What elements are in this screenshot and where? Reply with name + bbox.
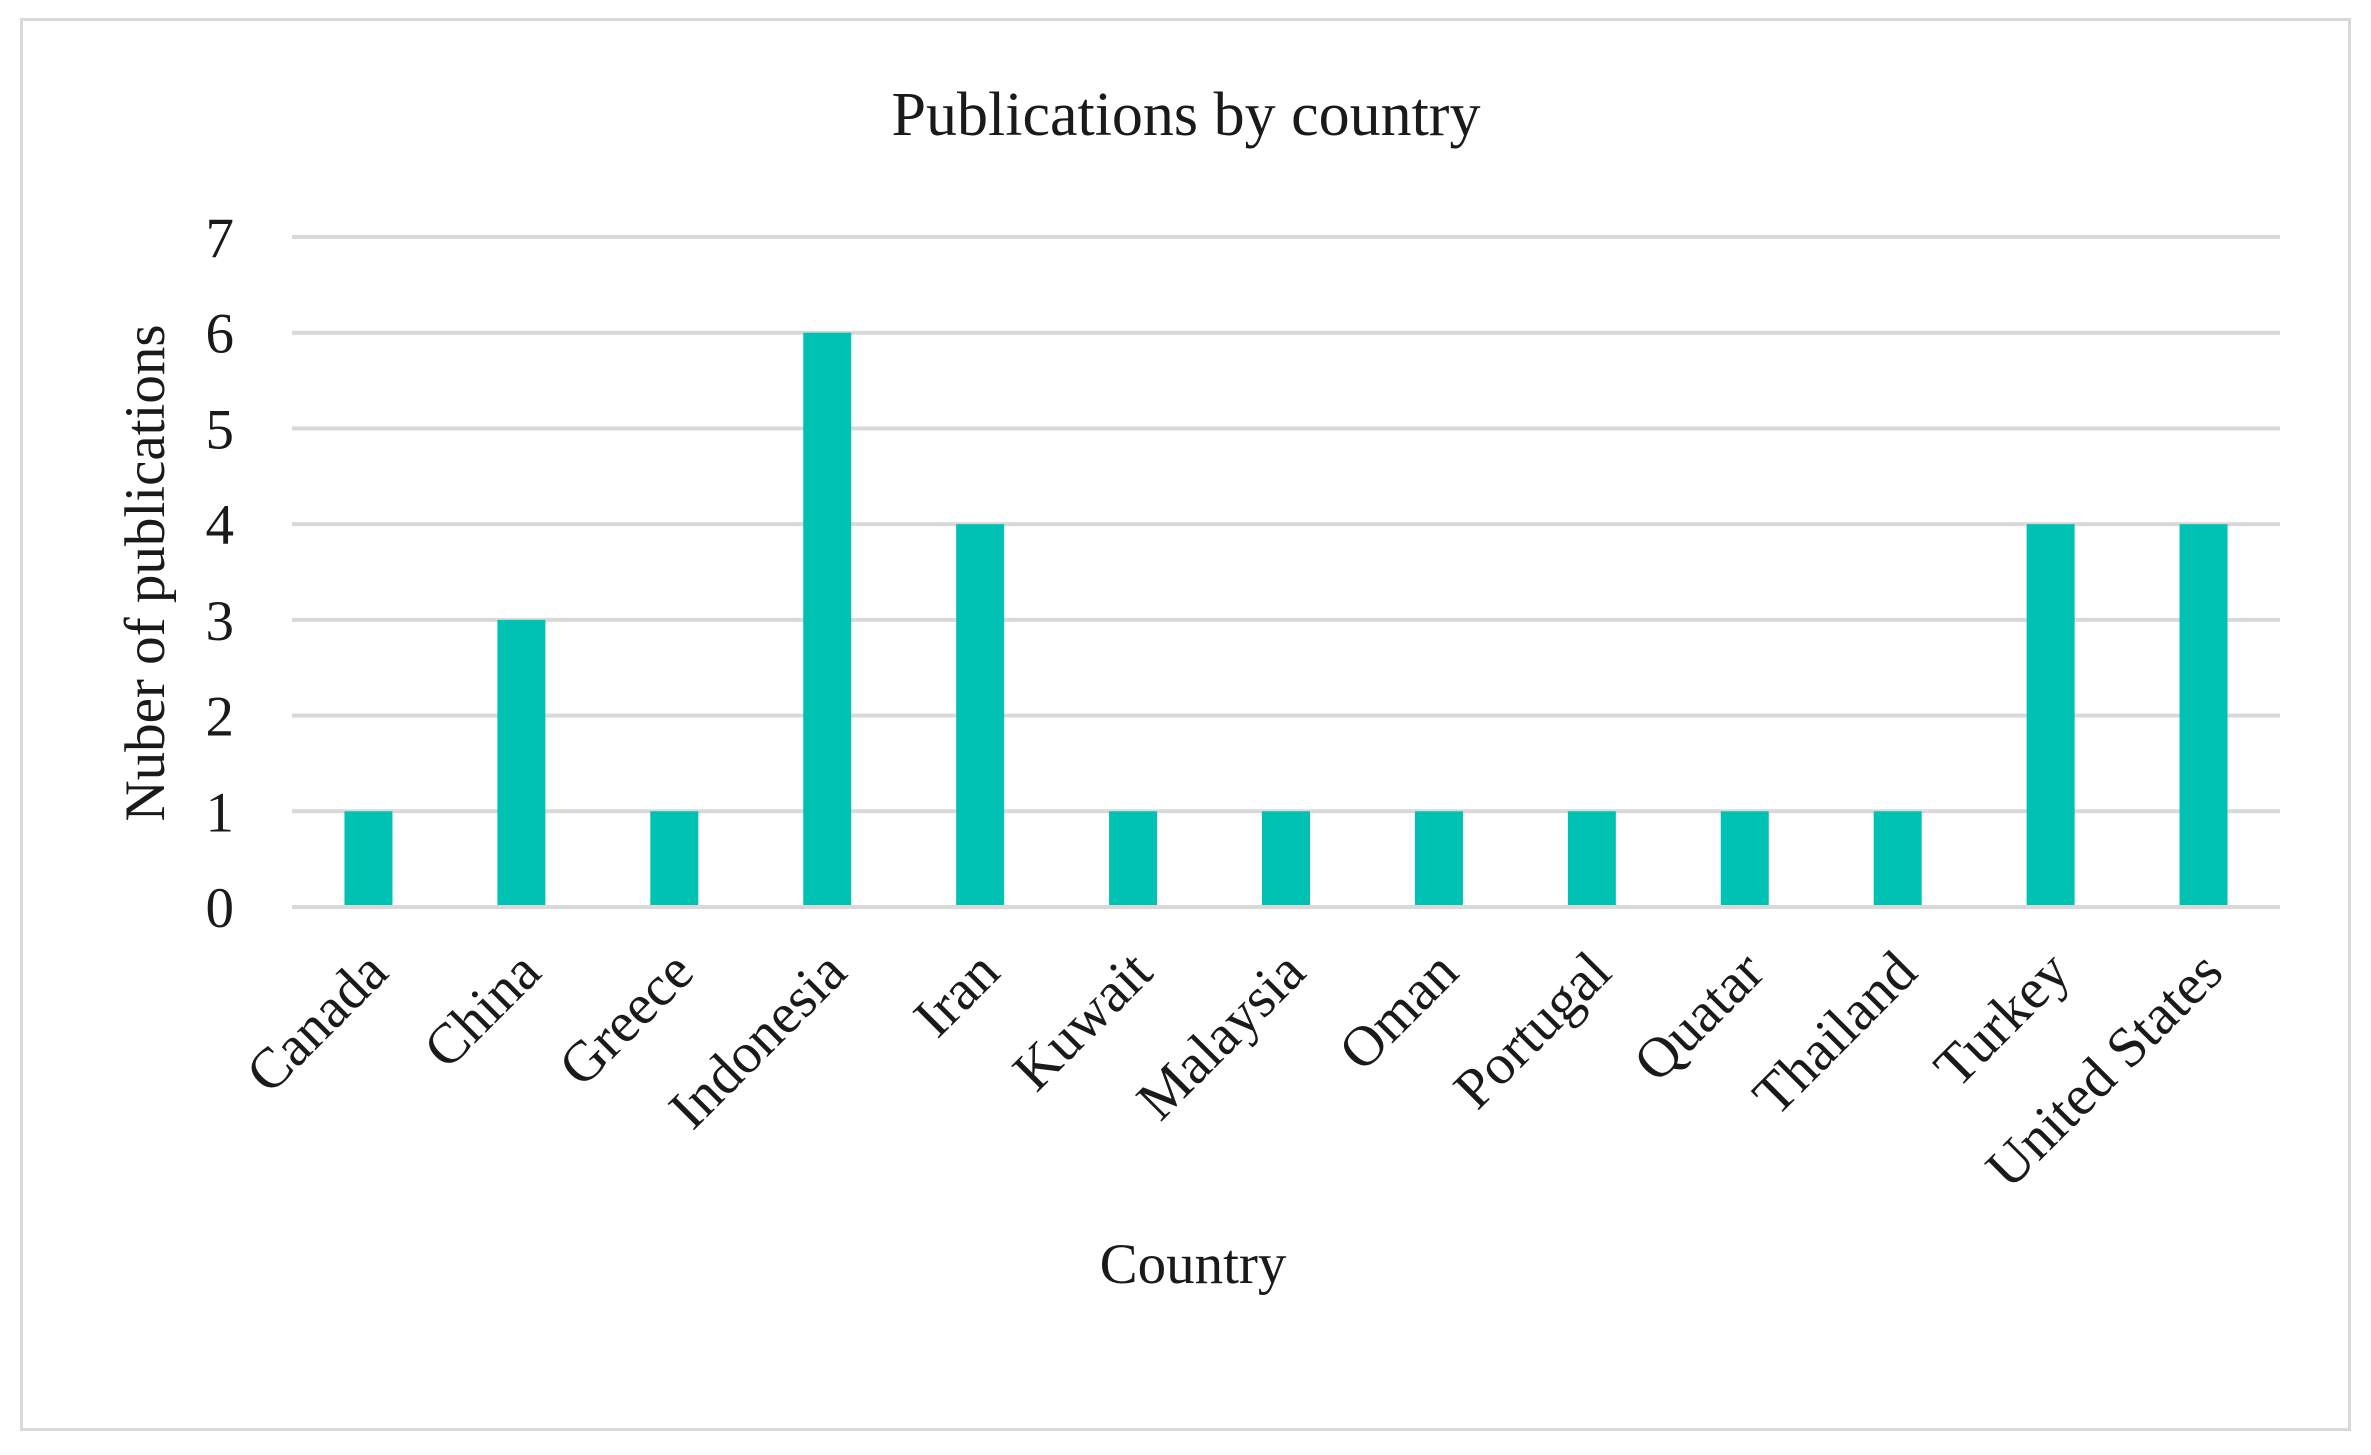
x-tick-label: Malaysia <box>1125 940 1317 1132</box>
bar-united-states <box>2179 524 2228 907</box>
bar-portugal <box>1567 811 1616 907</box>
y-tick-label: 6 <box>206 303 235 366</box>
bar-iran <box>956 524 1005 907</box>
bar-china <box>497 619 546 907</box>
y-tick-labels: 0 1 2 3 4 5 6 7 <box>206 207 235 940</box>
y-tick-label: 4 <box>206 494 235 557</box>
x-tick-label: Iran <box>902 940 1011 1049</box>
chart-title: Publications by country <box>892 81 1481 149</box>
gridlines <box>292 235 2280 909</box>
x-axis-title: Country <box>1100 1233 1287 1296</box>
y-tick-label: 7 <box>206 207 235 270</box>
y-tick-label: 2 <box>206 686 235 749</box>
bar-quatar <box>1720 811 1769 907</box>
bar-thailand <box>1873 811 1922 907</box>
x-tick-label: Portugal <box>1442 940 1623 1121</box>
y-tick-label: 0 <box>206 877 235 940</box>
bar-oman <box>1414 811 1463 907</box>
bar-indonesia <box>803 332 852 907</box>
bar-malaysia <box>1262 811 1310 907</box>
chart-frame <box>20 18 2351 1431</box>
bar-canada <box>344 811 393 907</box>
x-tick-label: Canada <box>234 940 399 1105</box>
y-tick-label: 1 <box>206 781 235 844</box>
bar-greece <box>650 811 699 907</box>
x-tick-label: Thailand <box>1741 940 1929 1128</box>
y-tick-label: 3 <box>206 590 235 653</box>
y-tick-label: 5 <box>206 398 235 461</box>
bar-kuwait <box>1109 811 1158 907</box>
x-tick-label: Oman <box>1327 940 1470 1083</box>
bars <box>292 332 2280 909</box>
x-tick-label: China <box>412 940 553 1081</box>
bar-turkey <box>2026 524 2075 907</box>
y-axis-title: Nuber of publications <box>114 324 177 821</box>
